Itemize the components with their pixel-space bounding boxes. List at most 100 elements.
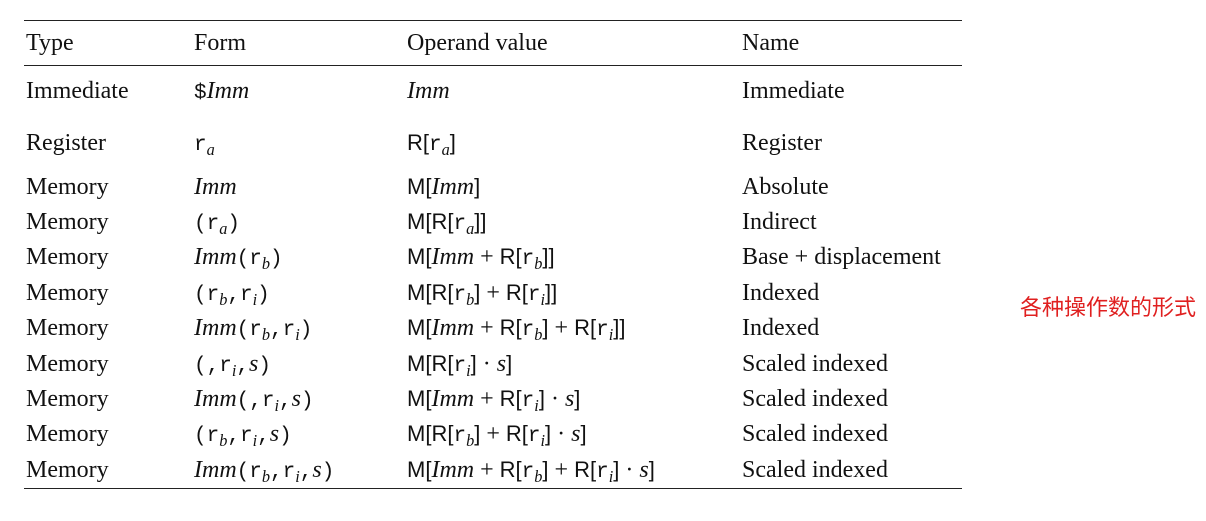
value-segment: r <box>596 460 609 484</box>
table-row: Memory Imm(rb,ri,s) M[Imm + R[rb] + R[ri] … <box>24 453 962 489</box>
cell-type: Memory <box>26 350 109 377</box>
value-segment: ] <box>542 315 549 341</box>
value-segment: ] <box>574 386 581 412</box>
value-segment: i <box>608 466 614 486</box>
value-segment: s <box>496 350 507 377</box>
value-segment: · <box>544 386 565 413</box>
form-segment: , <box>257 425 270 449</box>
value-segment: ]] <box>613 315 626 341</box>
table-row: Memory (rb,ri) M[R[rb] + R[ri]] Indexed <box>24 276 962 311</box>
cell-type: Memory <box>26 386 109 413</box>
cell-form: Imm(rb,ri) <box>192 311 405 346</box>
value-segment: r <box>453 283 467 307</box>
value-segment: + <box>480 279 506 306</box>
value-segment: Imm <box>431 173 475 200</box>
cell-operand-value: R[ra] <box>405 118 740 170</box>
cell-form: (ra) <box>192 205 405 240</box>
cell-operand-value: M[Imm + R[ri] · s] <box>405 382 740 417</box>
value-segment: ] <box>580 421 587 447</box>
value-segment: M[ <box>407 386 432 412</box>
form-segment: ) <box>227 213 240 237</box>
form-segment: s <box>248 350 259 377</box>
value-segment: ] <box>474 279 481 305</box>
cell-form: (rb,ri) <box>192 276 405 311</box>
cell-name: Scaled indexed <box>742 350 888 377</box>
value-segment: Imm <box>431 244 475 271</box>
value-segment: s <box>564 386 575 413</box>
cell-operand-value: M[Imm + R[rb] + R[ri]] <box>405 311 740 346</box>
form-segment: i <box>231 360 237 380</box>
value-segment: ] <box>538 386 545 412</box>
header-form: Form <box>194 29 247 56</box>
cell-name: Indirect <box>742 209 817 236</box>
value-segment: R[ <box>407 130 429 155</box>
form-segment: Imm <box>194 456 237 483</box>
table-row: Memory Imm(rb) M[Imm + R[rb]] Base + displa… <box>24 240 962 275</box>
value-segment: ]] <box>542 244 555 270</box>
cell-form: Imm <box>192 170 405 205</box>
form-segment: ) <box>321 460 335 484</box>
form-segment: ) <box>270 248 283 272</box>
value-segment: R[ <box>574 315 597 341</box>
form-segment: a <box>219 218 228 238</box>
value-segment: r <box>429 134 442 157</box>
form-segment: Imm <box>194 244 237 271</box>
table-row: Memory Imm M[Imm] Absolute <box>24 170 962 205</box>
cell-type: Immediate <box>26 78 129 105</box>
value-segment: R[ <box>505 421 528 447</box>
header-name: Name <box>742 29 800 56</box>
form-segment: (r <box>236 319 262 343</box>
form-segment: b <box>261 325 271 345</box>
value-segment: r <box>521 460 535 484</box>
cell-type: Memory <box>26 279 109 306</box>
value-segment: ] <box>506 350 513 376</box>
cell-name: Scaled indexed <box>742 456 888 483</box>
value-segment: M[ <box>407 315 432 341</box>
form-segment: b <box>219 289 228 309</box>
cell-operand-value: M[Imm + R[rb]] <box>405 240 740 275</box>
table-row: Memory Imm(rb,ri) M[Imm + R[rb] + R[ri]] In… <box>24 311 962 346</box>
cell-operand-value: M[Imm + R[rb] + R[ri] · s] <box>405 453 740 488</box>
cell-form: (,ri,s) <box>192 346 405 381</box>
cell-type: Register <box>26 130 106 156</box>
value-segment: i <box>534 395 539 415</box>
form-segment: ,r <box>270 319 296 343</box>
value-segment: ] <box>648 456 655 482</box>
value-segment: r <box>596 319 609 343</box>
value-segment: ] <box>542 456 549 482</box>
value-segment: ] <box>613 456 620 482</box>
value-segment: r <box>521 390 535 414</box>
form-segment: ,r <box>270 460 296 484</box>
form-segment: s <box>291 386 301 413</box>
cell-name: Immediate <box>742 78 845 105</box>
value-segment: + <box>548 456 575 483</box>
value-segment: Imm <box>431 386 475 413</box>
value-segment: M[ <box>407 173 432 199</box>
table-body: Immediate $Imm Imm Immediate Register ra R[ra]… <box>24 66 962 489</box>
value-segment: M[R[ <box>407 209 454 235</box>
cell-name: Scaled indexed <box>742 386 888 413</box>
cell-form: $Imm <box>192 66 405 118</box>
value-segment: + <box>548 315 575 342</box>
value-segment: + <box>474 315 500 342</box>
cell-type: Memory <box>26 421 109 448</box>
form-segment: s <box>312 456 322 483</box>
value-segment: s <box>639 456 649 483</box>
value-segment: a <box>466 218 475 238</box>
value-segment: M[R[ <box>407 350 454 376</box>
value-segment: b <box>534 325 543 345</box>
form-segment: , <box>236 354 249 378</box>
value-segment: b <box>534 466 543 486</box>
value-segment: r <box>521 319 535 343</box>
table-row: Memory Imm(,ri,s) M[Imm + R[ri] · s] Scaled… <box>24 382 962 417</box>
value-segment: + <box>474 244 500 271</box>
cell-name: Absolute <box>742 173 829 200</box>
value-segment: Imm <box>407 78 450 105</box>
value-segment: Imm <box>431 315 475 342</box>
form-segment: (,r <box>236 390 275 414</box>
cell-form: Imm(rb,ri,s) <box>192 453 405 488</box>
form-segment: (r <box>194 213 220 237</box>
value-segment: M[R[ <box>407 279 454 305</box>
cell-name: Indexed <box>742 315 820 342</box>
value-segment: i <box>540 431 546 451</box>
